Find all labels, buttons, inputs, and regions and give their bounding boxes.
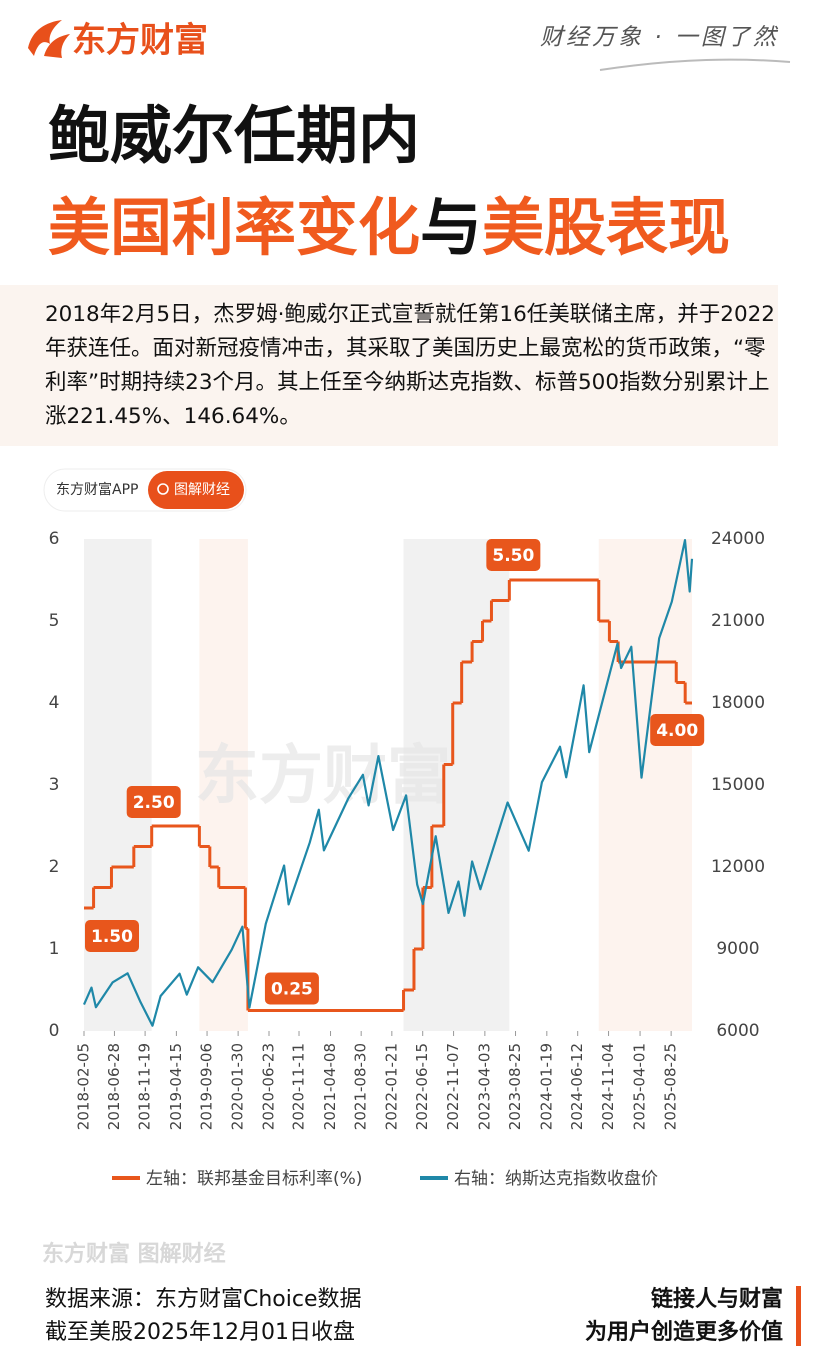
title-part: 与 [420, 191, 482, 264]
nasdaq-line [82, 539, 694, 1027]
x-tick-label: 2023-04-03 [475, 1043, 493, 1130]
x-tick-label: 2018-02-05 [75, 1043, 93, 1130]
shaded-period [84, 539, 152, 1031]
x-tick-label: 2019-04-15 [167, 1043, 185, 1130]
source: 数据来源：东方财富Choice数据 [45, 1287, 362, 1312]
y-tick-label: 3 [49, 775, 60, 795]
title-line1: 鲍威尔任期内 [48, 99, 420, 172]
motto: 为用户创造更多价值 [585, 1319, 783, 1345]
value-label-box [486, 539, 541, 571]
y-tick-label: 5 [49, 611, 60, 631]
x-tick-label: 2018-06-28 [105, 1043, 123, 1130]
shaded-period [598, 539, 692, 1031]
asof: 截至美股2025年12月01日收盘 [45, 1320, 355, 1345]
brand: 东方财富 [72, 21, 208, 61]
x-tick-label: 2024-11-04 [599, 1043, 617, 1130]
x-tick-label: 2018-11-19 [136, 1043, 154, 1130]
value-label: 2.50 [133, 793, 175, 813]
x-tick-label: 2023-08-25 [506, 1043, 524, 1130]
title-part: 美国利率变化 [48, 191, 420, 264]
intro-box [0, 285, 778, 446]
y2-tick-label: 18000 [711, 693, 765, 713]
shaded-period [199, 539, 248, 1031]
y2-tick-label: 15000 [711, 775, 765, 795]
y2-tick-label: 21000 [711, 611, 765, 631]
badge-button [148, 471, 244, 509]
title-part: 美股表现 [482, 191, 730, 264]
title-line2: 美国利率变化与美股表现 [48, 191, 730, 264]
x-tick-label: 2024-06-12 [568, 1043, 586, 1130]
x-tick-label: 2025-04-01 [631, 1043, 649, 1130]
value-label: 4.00 [656, 721, 698, 741]
value-label: 0.25 [271, 980, 313, 1000]
slogan: 财经万象 · 一图了然 [540, 25, 779, 51]
legend-label: 右轴：纳斯达克指数收盘价 [454, 1169, 658, 1189]
value-label-box [264, 972, 319, 1005]
x-tick-label: 2025-08-25 [662, 1043, 680, 1130]
value-label-box [126, 786, 181, 818]
accent-bar [796, 1286, 801, 1346]
y-tick-label: 2 [49, 857, 60, 877]
value-label: 5.50 [492, 546, 534, 566]
slogan-swoosh [599, 58, 791, 71]
x-tick-label: 2019-09-06 [198, 1043, 216, 1130]
footer-watermark: 东方财富 图解财经 [42, 1241, 226, 1267]
search-icon [157, 483, 169, 495]
intro: 2018年2月5日，杰罗姆·鲍威尔正式宣誓就任第16任美联储主席，并于2022年… [45, 302, 775, 429]
y2-tick-label: 12000 [711, 857, 765, 877]
badge-button-text: 图解财经 [174, 482, 230, 498]
x-tick-label: 2022-06-15 [413, 1043, 431, 1130]
y-tick-label: 6 [49, 529, 60, 549]
x-tick-label: 2022-11-07 [444, 1043, 462, 1130]
chart: 东方财富 0 1 2 3 4 5 6 6000 9000 12000 15000 18000 21000 2… [49, 529, 765, 1189]
x-tick-label: 2024-01-19 [537, 1043, 555, 1130]
x-tick-label: 2021-04-08 [321, 1043, 339, 1130]
logo-icon [28, 20, 70, 58]
badge-brand: 东方财富APP [56, 481, 138, 498]
x-tick-label: 2020-11-11 [290, 1043, 308, 1130]
motto: 链接人与财富 [651, 1286, 783, 1312]
x-tick-label: 2020-01-30 [229, 1043, 247, 1130]
chart-watermark: 东方财富 [195, 740, 451, 814]
x-tick-label: 2021-08-30 [352, 1043, 370, 1130]
value-label: 1.50 [91, 927, 133, 947]
y2-tick-label: 9000 [716, 939, 759, 959]
value-label-box [650, 714, 705, 746]
x-tick-label: 2020-06-23 [259, 1043, 277, 1130]
legend-label: 左轴：联邦基金目标利率(%) [146, 1169, 362, 1189]
x-tick-label: 2022-01-21 [382, 1043, 400, 1130]
y2-tick-label: 6000 [716, 1021, 759, 1041]
y-tick-label: 0 [49, 1021, 60, 1041]
value-label-box [85, 920, 139, 952]
y-tick-label: 1 [49, 939, 60, 959]
y-tick-label: 4 [49, 693, 60, 713]
y2-tick-label: 24000 [711, 529, 765, 549]
